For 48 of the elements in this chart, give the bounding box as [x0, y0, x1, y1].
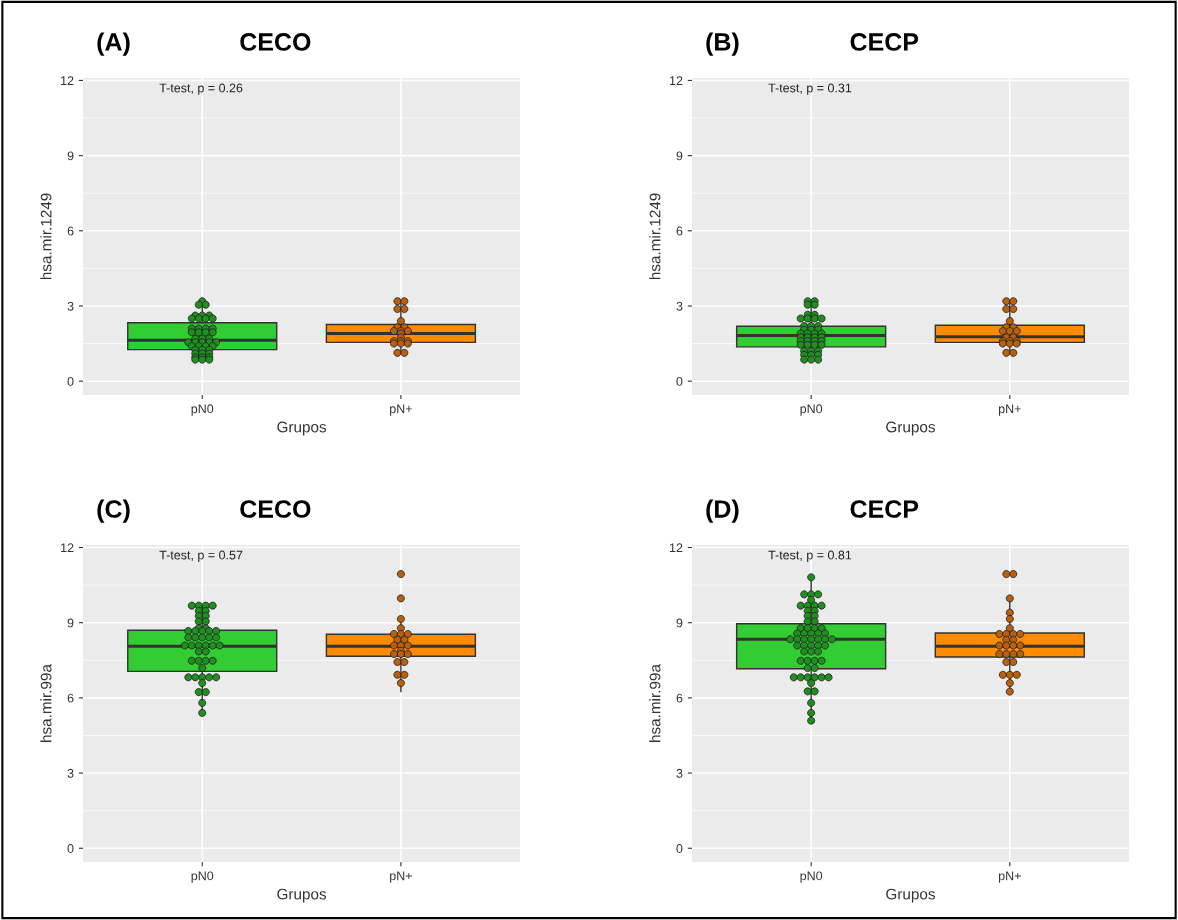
chart-title: CECP [850, 33, 919, 51]
y-tick-label: 9 [676, 618, 683, 628]
y-tick-label: 3 [676, 301, 683, 311]
x-tick-label: pN+ [390, 871, 412, 883]
y-tick-label: 3 [67, 301, 74, 311]
annotation: T-test, p = 0.57 [159, 550, 243, 562]
y-tick-label: 0 [676, 376, 683, 386]
y-tick-label: 9 [676, 151, 683, 161]
chart-title: CECO [240, 500, 311, 518]
x-axis-title: Grupos [277, 421, 327, 436]
x-tick-label: pN0 [800, 871, 823, 883]
x-tick-label: pN0 [191, 871, 214, 883]
y-tick-label: 12 [61, 76, 74, 85]
annotation: T-test, p = 0.31 [768, 83, 852, 95]
y-axis-title: hsa.mir.99a [649, 664, 661, 742]
y-tick-label: 0 [676, 844, 683, 853]
y-tick-label: 6 [67, 693, 74, 703]
annotation: T-test, p = 0.26 [159, 83, 243, 95]
chart-title: CECP [850, 500, 919, 518]
y-axis-title: hsa.mir.99a [40, 664, 52, 742]
text: (D) [706, 499, 739, 523]
y-tick-label: 6 [67, 226, 74, 236]
y-tick-label: 6 [676, 693, 683, 703]
y-tick-label: 12 [669, 543, 683, 553]
y-tick-label: 12 [669, 76, 683, 85]
x-tick-label: pN0 [191, 404, 214, 416]
x-tick-label: pN+ [390, 404, 412, 416]
y-tick-label: 3 [676, 768, 683, 778]
x-axis-title: Grupos [886, 421, 935, 436]
x-axis-title: Grupos [886, 888, 935, 903]
y-tick-label: 0 [67, 844, 74, 853]
y-tick-label: 9 [67, 618, 74, 628]
text: (C) [97, 499, 130, 523]
y-tick-label: 6 [676, 226, 683, 236]
y-tick-label: 9 [67, 151, 74, 161]
y-tick-label: 3 [67, 768, 74, 778]
y-axis-title: hsa.mir.1249 [40, 193, 52, 280]
y-tick-label: 12 [61, 543, 74, 553]
text: (B) [706, 32, 739, 56]
chart-title: CECO [240, 33, 311, 51]
x-tick-label: pN0 [800, 404, 823, 416]
x-axis-title: Grupos [277, 888, 327, 903]
x-tick-label: pN+ [998, 404, 1021, 416]
annotation: T-test, p = 0.81 [768, 550, 852, 562]
x-tick-label: pN+ [998, 871, 1021, 883]
y-axis-title: hsa.mir.1249 [649, 193, 661, 280]
y-tick-label: 0 [67, 376, 74, 386]
text: (A) [97, 32, 130, 56]
